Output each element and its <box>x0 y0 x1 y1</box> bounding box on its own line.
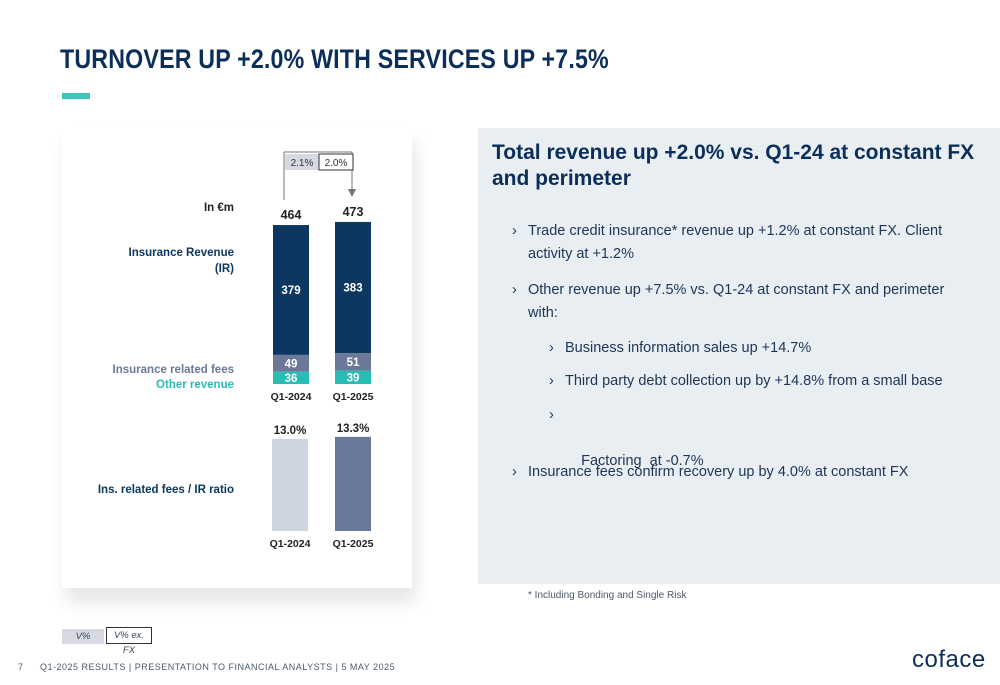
bracket-arrow-icon <box>348 189 356 197</box>
variation-v-box <box>285 154 319 170</box>
chevron-right-icon: › <box>512 282 517 298</box>
variation-v-pct: 2.1% <box>291 158 314 169</box>
ratio-value-label: 13.3% <box>337 423 370 435</box>
bullet-text: Factoring at -0.7% <box>581 453 704 469</box>
ratio-bar-chart: 13.0% Q1-2024 13.3% Q1-2025 <box>270 423 374 550</box>
bar-segment <box>273 354 309 372</box>
variation-v-pct-ex-fx: 2.0% <box>325 158 348 169</box>
bullet-insurance-fees: › Insurance fees confirm recovery up by … <box>512 461 968 484</box>
ratio-bar <box>335 436 371 531</box>
bar-segment-label: 383 <box>343 283 362 295</box>
category-label: Q1-2025 <box>333 391 374 403</box>
sub-bullet-debt-collection: › Third party debt collection up by +14.… <box>549 370 985 393</box>
bullet-text: Insurance fees confirm recovery up by 4.… <box>528 464 909 480</box>
bar-segment <box>273 225 309 355</box>
chart-card: 2.1% 2.0% In €m Insurance Revenue (IR) I… <box>62 128 412 588</box>
variation-bracket: 2.1% 2.0% <box>283 151 356 200</box>
slide-title: TURNOVER UP +2.0% WITH SERVICES UP +7.5% <box>60 44 609 74</box>
bullet-other-revenue: › Other revenue up +7.5% vs. Q1-24 at co… <box>512 279 968 325</box>
bar-segment-label: 51 <box>347 357 360 369</box>
title-accent-bar <box>62 93 90 99</box>
variation-fx-box <box>318 153 354 171</box>
category-label: Q1-2024 <box>271 391 312 403</box>
coface-logo: coface <box>912 646 986 673</box>
chevron-right-icon: › <box>549 407 554 423</box>
bar-segment <box>335 353 371 371</box>
series-label-ratio: Ins. related fees / IR ratio <box>98 484 234 496</box>
bar-segment <box>335 370 371 384</box>
ratio-value-label: 13.0% <box>274 425 307 437</box>
chevron-right-icon: › <box>549 373 554 389</box>
bar-segment <box>273 371 309 384</box>
bullet-text: Trade credit insurance* revenue up +1.2%… <box>528 223 943 262</box>
bar-segment-label: 39 <box>347 372 360 384</box>
chevron-right-icon: › <box>512 223 517 239</box>
chevron-right-icon: › <box>549 340 554 356</box>
bar-segment-label: 49 <box>285 358 298 370</box>
turnover-chart: 2.1% 2.0% In €m Insurance Revenue (IR) I… <box>98 151 374 550</box>
bar-total-label: 464 <box>281 208 302 222</box>
legend-v-pct-ex-fx: V% ex. FX <box>106 627 152 656</box>
series-label-insurance-related-fees: Insurance related fees <box>113 364 234 376</box>
category-label: Q1-2024 <box>270 538 311 550</box>
bullet-text: Business information sales up +14.7% <box>565 340 812 356</box>
footnote: * Including Bonding and Single Risk <box>528 590 687 601</box>
unit-label: In €m <box>204 202 234 214</box>
series-label-insurance-revenue: Insurance Revenue <box>129 247 234 259</box>
bullet-text: Other revenue up +7.5% vs. Q1-24 at cons… <box>528 282 945 321</box>
bar-segment-label: 36 <box>285 373 298 385</box>
ratio-bar <box>272 438 308 531</box>
sub-bullet-factoring: › Factoring at -0.7% <box>549 404 985 496</box>
stacked-bar-chart: 36 49 379 464 Q1-2024 39 51 383 473 Q1-2025 <box>271 205 374 403</box>
bar-segment <box>335 221 371 354</box>
chevron-right-icon: › <box>512 464 517 480</box>
series-label-insurance-revenue-ir: (IR) <box>215 263 234 275</box>
bar-total-label: 473 <box>343 205 364 219</box>
bar-segment-label: 379 <box>281 285 300 297</box>
page-number: 7 <box>18 662 24 672</box>
footer-text: Q1-2025 RESULTS | PRESENTATION TO FINANC… <box>40 662 396 672</box>
sub-bullet-business-information: › Business information sales up +14.7% <box>549 337 985 360</box>
series-label-other-revenue: Other revenue <box>156 379 234 391</box>
summary-panel: Total revenue up +2.0% vs. Q1-24 at cons… <box>478 128 1000 584</box>
category-label: Q1-2025 <box>333 538 374 550</box>
legend-v-pct: V% <box>62 629 104 644</box>
bullet-trade-credit: › Trade credit insurance* revenue up +1.… <box>512 220 968 266</box>
panel-heading: Total revenue up +2.0% vs. Q1-24 at cons… <box>492 141 975 190</box>
bullet-text: Third party debt collection up by +14.8%… <box>565 373 943 389</box>
